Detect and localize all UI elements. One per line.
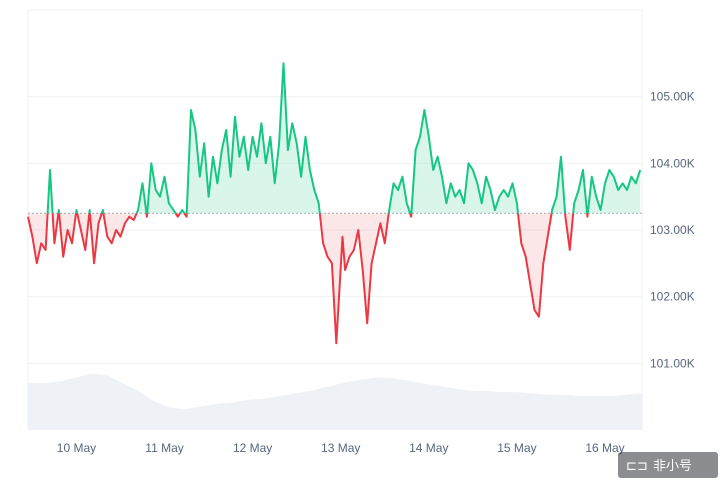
x-axis: 10 May 11 May 12 May 13 May 14 May 15 May 16 M… xyxy=(57,441,625,455)
price-line-up xyxy=(387,175,412,214)
y-tick-label: 104.00K xyxy=(650,156,695,170)
price-line-down xyxy=(174,212,181,218)
price-line-down xyxy=(318,213,390,345)
price-line-down xyxy=(183,212,188,218)
area-below-baseline xyxy=(28,213,48,264)
price-line-up xyxy=(146,162,177,214)
price-line-down xyxy=(564,213,575,251)
price-line-up xyxy=(586,169,642,214)
price-line-up xyxy=(46,169,54,214)
price-line-up xyxy=(57,209,61,214)
watermark: ⊏⊐ 非小号 xyxy=(618,452,718,478)
price-line-down xyxy=(102,212,138,245)
x-tick-label: 12 May xyxy=(233,441,272,455)
x-tick-label: 13 May xyxy=(321,441,360,455)
price-line-down xyxy=(145,213,149,218)
area-above-baseline xyxy=(411,110,518,214)
y-axis: 101.00K 102.00K 103.00K 104.00K 105.00K xyxy=(650,90,695,371)
area-above-baseline xyxy=(147,163,176,214)
volume-area xyxy=(28,373,642,430)
price-line-up xyxy=(75,209,79,214)
area-fills xyxy=(28,63,641,344)
y-tick-label: 105.00K xyxy=(650,90,695,104)
watermark-logo-icon: ⊏⊐ xyxy=(626,458,648,473)
price-line-down xyxy=(76,213,91,251)
price-line-up xyxy=(88,209,91,214)
price-line-up xyxy=(100,209,105,214)
area-below-baseline xyxy=(319,213,389,344)
x-tick-label: 11 May xyxy=(145,441,183,455)
price-line-down xyxy=(27,213,49,265)
area-above-baseline xyxy=(186,63,320,214)
area-above-baseline xyxy=(587,170,641,214)
area-below-baseline xyxy=(59,213,76,257)
price-line-up xyxy=(550,155,567,214)
price-line-up xyxy=(572,169,589,214)
watermark-bg xyxy=(618,452,718,478)
y-tick-label: 103.00K xyxy=(650,223,695,237)
area-below-baseline xyxy=(103,213,137,244)
price-lines xyxy=(27,62,642,345)
price-line-down xyxy=(58,213,77,258)
price-line-up xyxy=(135,182,148,214)
y-tick-label: 101.00K xyxy=(650,356,695,370)
area-below-baseline xyxy=(518,213,552,317)
y-tick-label: 102.00K xyxy=(650,290,695,304)
price-line-up xyxy=(185,62,321,214)
x-tick-label: 15 May xyxy=(497,441,536,455)
watermark-text: 非小号 xyxy=(653,458,692,473)
x-tick-label: 10 May xyxy=(57,441,96,455)
price-line-up xyxy=(410,109,519,214)
price-line-down xyxy=(51,213,60,245)
price-line-down xyxy=(409,212,413,218)
price-line-up xyxy=(179,209,186,214)
x-tick-label: 16 May xyxy=(585,441,624,455)
x-tick-label: 14 May xyxy=(409,441,448,455)
price-line-down xyxy=(88,212,103,265)
price-line-down xyxy=(586,213,589,218)
price-line-down xyxy=(517,213,553,318)
